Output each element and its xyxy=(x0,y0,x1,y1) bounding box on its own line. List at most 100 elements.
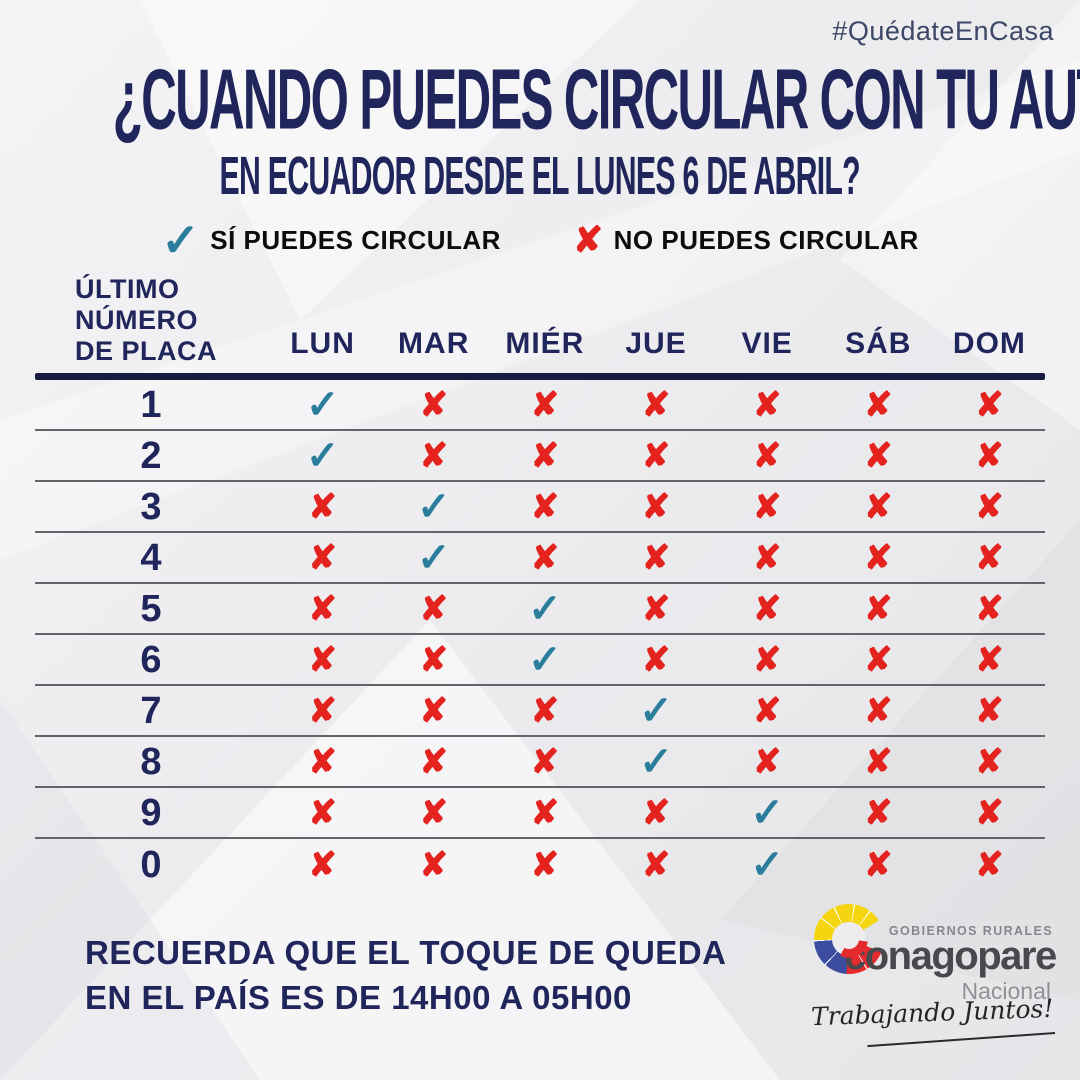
cross-icon: ✘ xyxy=(975,742,1004,781)
mark-cell: ✘ xyxy=(489,541,600,575)
mark-cell: ✘ xyxy=(712,490,823,524)
cross-icon: ✘ xyxy=(308,793,337,832)
mark-cell: ✘ xyxy=(267,796,378,830)
cross-icon: ✘ xyxy=(975,640,1004,679)
cross-icon: ✘ xyxy=(419,793,448,832)
cross-icon: ✘ xyxy=(641,436,671,475)
check-icon: ✓ xyxy=(416,535,451,580)
cross-icon: ✘ xyxy=(864,691,893,730)
mark-cell: ✓ xyxy=(267,385,378,425)
cross-icon: ✘ xyxy=(975,589,1004,628)
day-header: JUE xyxy=(625,327,687,360)
cross-icon: ✘ xyxy=(530,538,560,577)
cross-icon: ✘ xyxy=(975,385,1004,424)
cross-icon: ✘ xyxy=(308,845,337,884)
check-icon: ✓ xyxy=(305,433,340,478)
mark-cell: ✘ xyxy=(489,490,600,524)
mark-cell: ✘ xyxy=(712,388,823,422)
mark-cell: ✘ xyxy=(600,388,711,422)
cross-icon: ✘ xyxy=(308,691,337,730)
cross-icon: ✘ xyxy=(530,691,560,730)
mark-cell: ✘ xyxy=(934,848,1045,882)
mark-cell: ✓ xyxy=(600,691,711,731)
day-header: DOM xyxy=(952,327,1026,360)
cross-icon: ✘ xyxy=(641,845,671,884)
cross-icon: ✘ xyxy=(752,487,782,526)
cross-icon: ✘ xyxy=(308,589,337,628)
cross-icon: ✘ xyxy=(308,538,337,577)
mark-cell: ✘ xyxy=(267,643,378,677)
mark-cell: ✘ xyxy=(934,541,1045,575)
cross-icon: ✘ xyxy=(641,793,671,832)
table-row: 8 ✘ ✘ ✘ ✓ ✘ ✘ ✘ xyxy=(35,737,1045,788)
cross-icon: ✘ xyxy=(975,436,1004,475)
mark-cell: ✘ xyxy=(267,745,378,779)
mark-cell: ✘ xyxy=(600,796,711,830)
cross-icon: ✘ xyxy=(530,385,560,424)
corner-label: ÚLTIMO NÚMERO DE PLACA xyxy=(75,274,218,366)
cross-icon: ✘ xyxy=(864,385,893,424)
cross-icon: ✘ xyxy=(419,742,448,781)
cross-icon: ✘ xyxy=(752,436,782,475)
mark-cell: ✘ xyxy=(378,694,489,728)
mark-cell: ✘ xyxy=(489,388,600,422)
cross-icon: ✘ xyxy=(641,589,671,628)
cross-icon: ✘ xyxy=(572,219,604,260)
mark-cell: ✘ xyxy=(489,796,600,830)
cross-icon: ✘ xyxy=(308,487,337,526)
check-icon: ✓ xyxy=(750,790,784,835)
mark-cell: ✓ xyxy=(600,742,711,782)
conagopare-logo: GOBIERNOS RURALES conagopare Nacional Tr… xyxy=(800,898,1057,1048)
cross-icon: ✘ xyxy=(975,691,1004,730)
plate-number: 4 xyxy=(140,536,162,579)
curfew-note: RECUERDA QUE EL TOQUE DE QUEDA EN EL PAÍ… xyxy=(85,934,727,1016)
mark-cell: ✘ xyxy=(823,694,934,728)
cross-icon: ✘ xyxy=(864,742,893,781)
table-header: ÚLTIMO NÚMERO DE PLACA LUN MAR MIÉR JUE VIE S… xyxy=(35,274,1045,373)
check-icon: ✓ xyxy=(639,739,673,784)
cross-icon: ✘ xyxy=(530,436,560,475)
cross-icon: ✘ xyxy=(864,589,893,628)
legend-item-yes: ✓ SÍ PUEDES CIRCULAR xyxy=(161,217,501,263)
cross-icon: ✘ xyxy=(864,436,893,475)
mark-cell: ✘ xyxy=(823,643,934,677)
table-row: 2 ✓ ✘ ✘ ✘ ✘ ✘ ✘ xyxy=(35,431,1045,482)
table-row: 7 ✘ ✘ ✘ ✓ ✘ ✘ ✘ xyxy=(35,686,1045,737)
day-header: VIE xyxy=(741,327,793,360)
hashtag-text: #QuédateEnCasa xyxy=(832,16,1054,46)
cross-icon: ✘ xyxy=(419,845,448,884)
mark-cell: ✘ xyxy=(267,541,378,575)
table-row: 4 ✘ ✓ ✘ ✘ ✘ ✘ ✘ xyxy=(35,533,1045,584)
mark-cell: ✓ xyxy=(378,487,489,527)
mark-cell: ✓ xyxy=(712,793,823,833)
mark-cell: ✘ xyxy=(378,592,489,626)
plate-number: 1 xyxy=(140,383,162,426)
mark-cell: ✓ xyxy=(712,845,823,885)
mark-cell: ✘ xyxy=(489,848,600,882)
cross-icon: ✘ xyxy=(752,640,782,679)
check-icon: ✓ xyxy=(161,214,201,266)
logo-ring-icon xyxy=(814,904,884,974)
check-icon: ✓ xyxy=(416,484,451,529)
mark-cell: ✘ xyxy=(600,848,711,882)
cross-icon: ✘ xyxy=(419,385,448,424)
legend-no-label: NO PUEDES CIRCULAR xyxy=(613,224,919,255)
check-icon: ✓ xyxy=(305,382,340,427)
header-rule xyxy=(35,373,1045,380)
plate-number: 9 xyxy=(140,791,162,834)
mark-cell: ✓ xyxy=(489,640,600,680)
table-row: 6 ✘ ✘ ✓ ✘ ✘ ✘ ✘ xyxy=(35,635,1045,686)
table-row: 5 ✘ ✘ ✓ ✘ ✘ ✘ ✘ xyxy=(35,584,1045,635)
plate-number: 7 xyxy=(140,689,162,732)
plate-number: 3 xyxy=(140,485,162,528)
mark-cell: ✘ xyxy=(823,745,934,779)
mark-cell: ✘ xyxy=(378,439,489,473)
cross-icon: ✘ xyxy=(752,589,782,628)
logo-top-label: GOBIERNOS RURALES xyxy=(888,924,1053,938)
mark-cell: ✘ xyxy=(489,694,600,728)
cross-icon: ✘ xyxy=(864,487,893,526)
mark-cell: ✘ xyxy=(823,796,934,830)
mark-cell: ✘ xyxy=(600,490,711,524)
mark-cell: ✓ xyxy=(489,589,600,629)
